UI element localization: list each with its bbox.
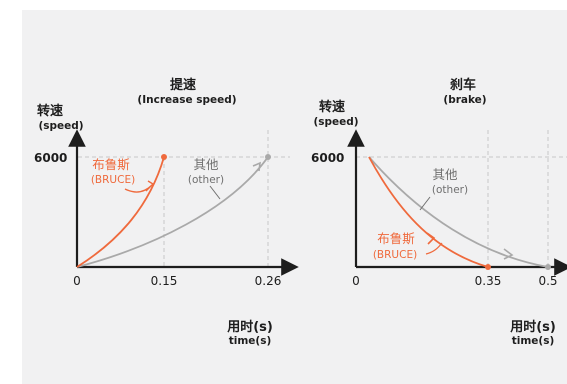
increase-speed-chart: 提速 (Increase speed) 转速 (speed) 6000 0 0.… [34,77,299,347]
y-axis-label-cn: 转速 [319,99,345,115]
y-axis-label-en: (speed) [38,120,83,132]
x-tick-label: 0.35 [475,274,502,288]
other-leader-line [209,185,221,200]
bruce-speed-curve [76,156,165,268]
bruce-label-en: (BRUCE) [91,174,135,186]
bruce-label-cn: 布鲁斯 [377,231,415,246]
bruce-label-en: (BRUCE) [373,249,417,261]
x-tick-label: 0 [352,274,360,288]
bruce-endpoint [161,154,167,160]
other-label-en: (other) [188,174,224,186]
x-axis-label-en: time(s) [512,335,555,347]
x-tick-label: 0.5 [538,274,557,288]
other-endpoint [545,264,551,270]
chart-title-cn: 刹车 [450,77,476,93]
y-axis-label-cn: 转速 [37,103,63,119]
x-axis-label-cn: 用时(s) [226,319,273,335]
y-axis-label-en: (speed) [313,116,358,128]
other-label-cn: 其他 [193,157,219,172]
chart-title-cn: 提速 [170,77,196,93]
other-leader-line [419,196,431,211]
x-tick-label: 0.15 [151,274,178,288]
other-arrowhead [503,248,514,260]
other-arrowhead [252,161,261,172]
bruce-arrowhead [426,232,436,245]
other-label-en: (other) [432,184,468,196]
bruce-endpoint [485,264,491,270]
brake-chart: 刹车 (brake) 转速 (speed) 6000 0 0.35 0.5 其他… [311,77,567,347]
x-tick-label: 0.26 [255,274,282,288]
y-tick-label: 6000 [311,151,344,165]
x-tick-label: 0 [73,274,81,288]
bruce-leader-line [425,242,443,255]
chart-title-en: (brake) [443,94,486,106]
x-axis-label-en: time(s) [229,335,272,347]
other-endpoint [265,154,271,160]
x-axis-label-cn: 用时(s) [509,319,556,335]
y-tick-label: 6000 [34,151,67,165]
bruce-label-cn: 布鲁斯 [92,157,130,172]
bruce-brake-curve [368,156,489,268]
other-label-cn: 其他 [432,167,458,182]
other-brake-curve [368,156,549,268]
diagram-panel [22,10,567,384]
other-speed-curve [76,156,269,268]
bruce-arrow [124,180,155,193]
chart-title-en: (Increase speed) [137,94,236,106]
